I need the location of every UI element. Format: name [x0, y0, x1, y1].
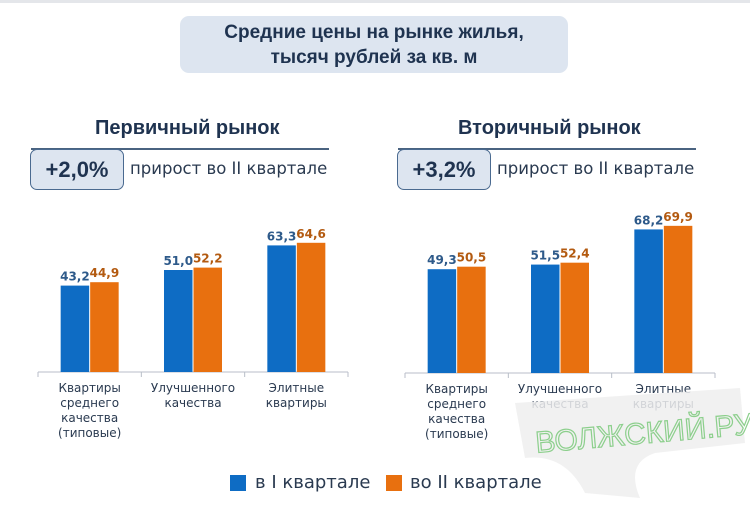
legend-label-q2: во II квартале: [410, 472, 542, 493]
bar: [164, 270, 193, 372]
bar: [457, 266, 486, 373]
legend-swatch-q2: [386, 475, 402, 491]
data-label: 50,5: [457, 251, 487, 265]
category-label: качества: [164, 396, 221, 410]
data-label: 51,5: [530, 249, 560, 263]
data-label: 63,3: [267, 229, 297, 243]
data-label: 69,9: [663, 210, 693, 224]
data-label: 44,9: [90, 266, 120, 280]
category-label: среднего: [427, 397, 486, 411]
secondary-divider: [398, 148, 696, 150]
data-label: 51,0: [163, 254, 193, 268]
primary-growth-badge: +2,0%: [30, 149, 124, 190]
primary-divider: [31, 148, 329, 150]
bar: [663, 225, 693, 373]
category-label: Квартиры: [425, 382, 487, 396]
bar: [427, 269, 457, 373]
data-label: 43,2: [60, 270, 90, 284]
primary-growth-text: прирост во II квартале: [130, 159, 328, 178]
title-line-1: Средние цены на рынке жилья,: [224, 22, 524, 43]
bar: [531, 264, 560, 373]
main-title: Средние цены на рынке жилья, тысяч рублей…: [180, 16, 568, 73]
secondary-market-title: Вторичный рынок: [458, 117, 641, 139]
data-label: 52,2: [193, 252, 223, 266]
legend-swatch-q1: [230, 475, 246, 491]
data-label: 49,3: [427, 253, 457, 267]
category-label: Элитные: [269, 381, 325, 395]
legend-label-q1: в I квартале: [255, 472, 371, 493]
category-label: (типовые): [58, 426, 121, 440]
bar: [193, 267, 222, 372]
category-label: квартиры: [266, 396, 327, 410]
category-label: Улучшенного: [151, 381, 235, 395]
bar: [296, 242, 326, 372]
secondary-growth-text: прирост во II квартале: [497, 159, 695, 178]
data-label: 64,6: [296, 227, 326, 241]
bar: [634, 229, 663, 373]
category-label: качества: [428, 412, 485, 426]
title-line-2: тысяч рублей за кв. м: [270, 47, 478, 68]
data-label: 52,4: [560, 247, 590, 261]
bar: [60, 285, 90, 372]
bar: [90, 282, 119, 372]
category-label: среднего: [60, 396, 119, 410]
category-label: (типовые): [425, 427, 488, 441]
category-label: Квартиры: [58, 381, 120, 395]
bar: [267, 245, 296, 372]
data-label: 68,2: [634, 213, 664, 227]
primary-market-title: Первичный рынок: [95, 117, 280, 139]
category-label: качества: [61, 411, 118, 425]
category-label: Улучшенного: [518, 382, 602, 396]
bar: [560, 262, 589, 373]
secondary-growth-badge: +3,2%: [397, 149, 491, 190]
watermark-logo: ВОЛЖСКИЙ.РУ: [515, 388, 750, 498]
